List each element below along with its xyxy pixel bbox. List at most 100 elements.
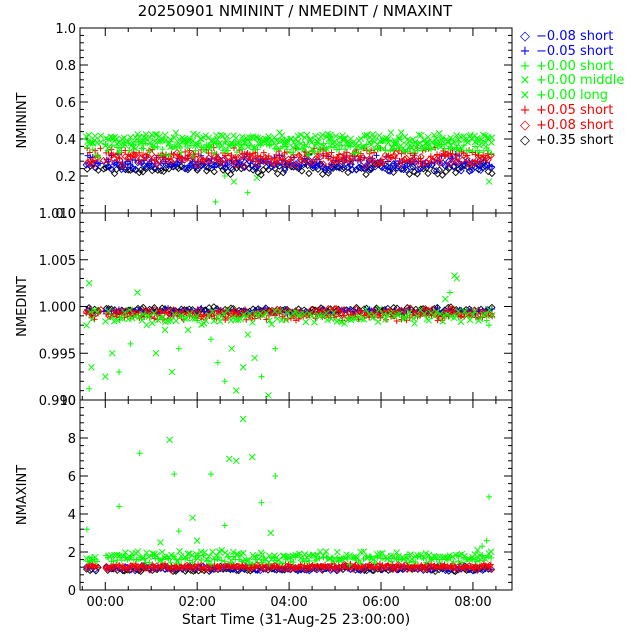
data-point [83,555,90,562]
data-point [268,141,275,148]
data-point [424,161,433,169]
outlier-point [226,455,233,463]
data-point [203,555,211,563]
data-point [384,312,392,319]
data-point [186,137,194,144]
data-point [237,315,245,323]
data-point [301,310,308,318]
outlier-point [232,457,240,465]
outlier-point [152,349,160,357]
data-point [309,161,317,170]
data-point [352,311,359,318]
data-point [398,157,406,165]
data-point [398,565,407,573]
data-point [128,314,136,322]
data-point [244,143,252,151]
data-point [412,144,420,152]
data-point [420,553,428,561]
data-point [364,553,372,561]
data-point [457,565,464,572]
data-point [134,548,142,555]
data-point [392,141,400,148]
data-point [86,139,94,147]
data-point [417,132,425,139]
data-point [279,563,286,570]
data-point [278,564,286,572]
outlier-point [221,378,228,385]
data-point [173,140,181,148]
y-tick-label: 10 [59,394,76,409]
data-point [273,170,282,178]
data-point [151,157,158,164]
data-point [339,163,346,170]
data-point [151,144,158,151]
data-point [121,165,129,173]
data-point [148,319,156,327]
data-point [227,164,235,172]
data-point [434,151,441,158]
data-point [480,147,487,154]
outlier-point [272,473,279,479]
data-point [284,565,292,573]
legend-item: ◇ +0.35 short [518,133,624,149]
data-point [466,555,473,563]
x-tick-label: 00:00 [87,595,124,610]
data-point [378,163,386,172]
data-point [371,159,379,167]
data-point [116,156,124,165]
data-point [409,311,416,318]
data-point [413,170,421,178]
data-point [149,143,156,150]
outlier-point [486,493,493,500]
data-point [389,561,396,568]
data-point [330,138,338,146]
data-point [110,155,118,163]
data-point [167,566,175,574]
data-point [476,142,483,149]
data-point [433,564,440,571]
x-tick-label: 02:00 [178,595,215,610]
data-point [260,149,267,156]
data-point [327,315,335,323]
data-point [337,311,346,320]
data-point [91,132,99,140]
data-point [485,312,492,319]
outlier-point [134,289,141,296]
data-point [346,563,354,571]
data-point [172,129,180,137]
data-point [108,313,116,321]
data-point [139,554,147,562]
data-point [448,305,457,313]
data-point [393,565,400,572]
data-point [359,154,367,162]
data-point [374,318,382,326]
data-point [294,138,302,145]
data-point [397,306,406,315]
outlier-point [212,198,219,205]
data-point [137,139,145,147]
data-point [127,133,134,141]
data-point [420,310,428,318]
data-point [444,311,451,319]
data-point [406,141,414,149]
outlier-point [207,336,214,343]
data-point [300,146,308,153]
data-point [488,134,496,141]
legend-item: ◇ +0.08 short [518,118,624,134]
data-point [362,306,370,314]
legend: ◇ −0.08 short + −0.05 short + +0.00 shor… [518,29,625,149]
y-tick-label: 0.990 [39,394,76,409]
outlier-point [253,174,261,182]
data-point [335,151,342,158]
x-marker-icon: × [519,88,531,104]
data-point [208,561,215,568]
data-point [268,320,275,328]
data-point [330,154,337,161]
data-point [126,308,134,316]
data-point [412,562,419,569]
data-point [129,151,138,159]
data-point [297,131,305,139]
data-point [465,562,473,570]
data-point [311,164,318,171]
data-point [328,149,335,156]
